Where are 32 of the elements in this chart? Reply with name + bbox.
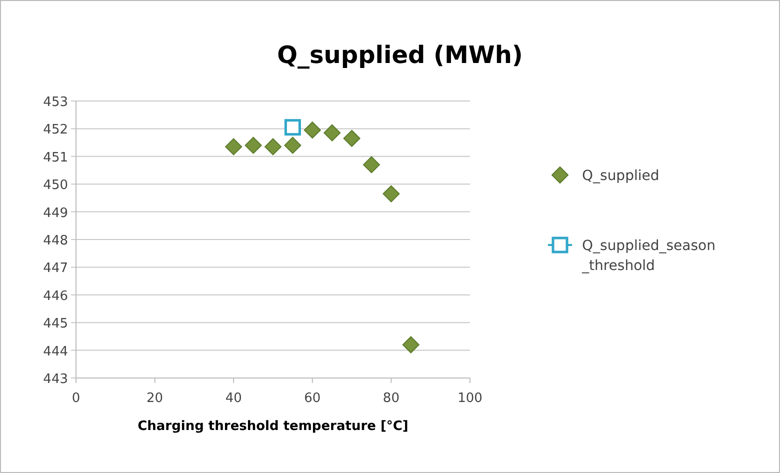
point xyxy=(363,156,380,174)
x-tick-label: 40 xyxy=(225,391,242,406)
x-tick-label: 20 xyxy=(146,391,164,406)
y-tick-label: 444 xyxy=(43,344,68,360)
point xyxy=(304,122,321,139)
y-tick-label: 446 xyxy=(43,288,68,304)
point xyxy=(343,130,360,147)
y-tick-label: 447 xyxy=(43,261,68,276)
point xyxy=(264,138,282,156)
x-axis-title: Charging threshold temperature [°C] xyxy=(138,419,408,434)
point xyxy=(284,136,302,154)
legend-label: Q_supplied_season_threshold xyxy=(581,238,716,274)
point xyxy=(402,336,420,354)
point xyxy=(324,124,341,142)
y-tick-label: 451 xyxy=(43,150,68,166)
y-tick-label: 449 xyxy=(43,206,68,221)
legend-label: Q_supplied xyxy=(582,168,660,184)
x-tick-label: 60 xyxy=(304,391,321,406)
x-tick-label: 0 xyxy=(72,391,80,406)
y-tick-label: 450 xyxy=(43,178,68,194)
point xyxy=(244,136,262,154)
point xyxy=(225,138,242,156)
point xyxy=(284,119,301,136)
y-tick-label: 445 xyxy=(43,316,68,332)
x-tick-label: 80 xyxy=(382,391,400,406)
chart-title: Q_supplied (MWh) xyxy=(277,41,523,69)
y-tick-label: 452 xyxy=(43,122,68,138)
point xyxy=(382,185,400,202)
y-tick-label: 448 xyxy=(43,234,68,248)
y-tick-label: 453 xyxy=(43,95,68,110)
x-tick-label: 100 xyxy=(458,391,482,406)
y-tick-label: 443 xyxy=(43,372,68,387)
